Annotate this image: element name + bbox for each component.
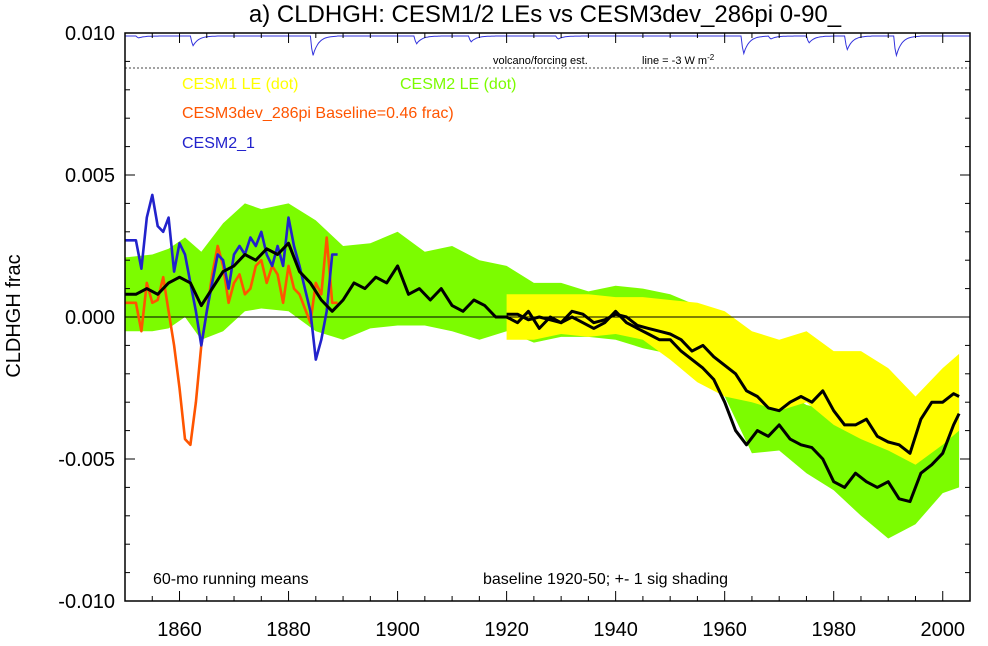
- line-scale-annotation: line = -3 W m-2: [642, 53, 715, 67]
- x-tick-label: 1980: [811, 619, 856, 641]
- volcano-forcing-trace: [125, 35, 970, 69]
- line-cesm2-1-3: [125, 193, 338, 361]
- legend-cesm1-le: CESM1 LE (dot): [182, 76, 298, 93]
- x-tick-label: 1880: [266, 619, 311, 641]
- line-cesm3dev-286pi-baseline-0-46-frac-2: [125, 236, 338, 447]
- running-means-note: 60-mo running means: [153, 571, 309, 588]
- legend-cesm2-le: CESM2 LE (dot): [400, 76, 516, 93]
- baseline-note: baseline 1920-50; +- 1 sig shading: [483, 571, 728, 588]
- y-axis-label: CLDHGH frac: [3, 254, 25, 377]
- x-axis-ticks: 1860 1880 1900 1920 1940 1960 1980 2000: [124, 33, 971, 641]
- y-tick-label: 0.010: [65, 23, 115, 45]
- volcano-annotation: volcano/forcing est.: [493, 55, 588, 67]
- y-tick-label: -0.005: [58, 449, 115, 471]
- volcano-forcing-line: [125, 35, 970, 58]
- shading-bands: [125, 203, 960, 539]
- band-cesm1-le-dot: [506, 294, 960, 465]
- y-tick-label: 0.005: [65, 165, 115, 187]
- legend-cesm2-1: CESM2_1: [182, 135, 255, 152]
- x-tick-label: 1940: [593, 619, 638, 641]
- x-tick-label: 1920: [484, 619, 529, 641]
- y-tick-label: -0.010: [58, 591, 115, 613]
- band-cesm2-le-dot: [125, 203, 960, 539]
- x-tick-label: 1960: [702, 619, 747, 641]
- x-tick-label: 1860: [157, 619, 202, 641]
- chart-title: a) CLDHGH: CESM1/2 LEs vs CESM3dev_286pi…: [249, 1, 842, 28]
- series-lines: [125, 193, 961, 504]
- x-tick-label: 1900: [375, 619, 420, 641]
- x-tick-label: 2000: [920, 619, 965, 641]
- line-cesm2-le-mean-4: [125, 241, 961, 504]
- y-tick-label: 0.000: [65, 307, 115, 329]
- y-axis-ticks: 0.010 0.005 0.000 -0.005 -0.010: [58, 23, 970, 613]
- line-cesm1-le-mean-5: [506, 309, 960, 455]
- legend-cesm3dev: CESM3dev_286pi Baseline=0.46 frac): [182, 105, 454, 122]
